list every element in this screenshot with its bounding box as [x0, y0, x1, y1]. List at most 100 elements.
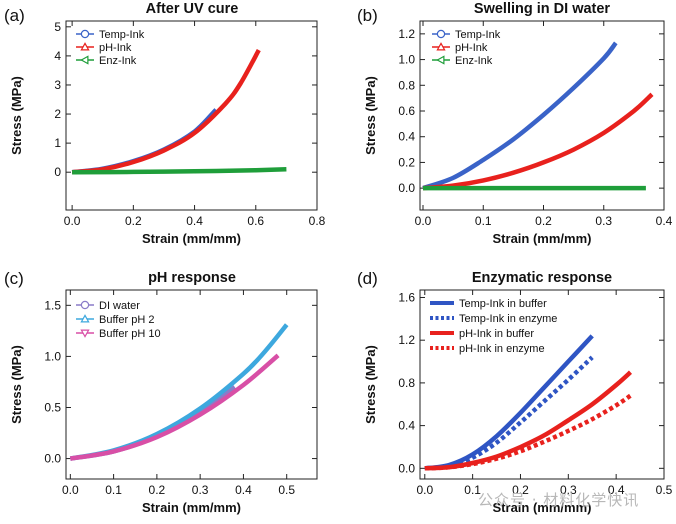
panel-label: (b): [357, 6, 378, 25]
legend: DI water Buffer pH 2 Buffer pH 10: [76, 300, 161, 340]
legend-label: Temp-Ink in buffer: [459, 298, 547, 310]
y-tick-label: 0.4: [398, 130, 415, 144]
chart-title: After UV cure: [146, 1, 239, 17]
y-tick-label: 0.6: [398, 104, 415, 118]
series-line-enz-ink: [72, 167, 287, 175]
x-tick-label: 0.5: [656, 483, 673, 497]
series-line-ph-ink-in-enzyme: [424, 393, 632, 471]
legend-label: Temp-Ink in enzyme: [459, 313, 557, 325]
series-line-buffer-ph-10: [69, 353, 280, 461]
chart-title: pH response: [148, 270, 236, 286]
panel-c: (c) pH response 0.0 0.1 0.2 0.3 0.4 0.5 0.0 0.5 1.…: [4, 269, 318, 515]
y-tick-label: 0.0: [398, 181, 415, 195]
series-line-ph-ink: [71, 49, 261, 175]
x-tick-label: 0.2: [149, 483, 166, 497]
legend-marker: [80, 314, 90, 323]
y-tick-label: 1.5: [44, 298, 61, 312]
y-tick-label: 1.2: [398, 27, 415, 41]
y-tick-label: 3: [54, 78, 61, 92]
y-tick-label: 0.0: [44, 452, 61, 466]
series-line-buffer-ph-2: [69, 323, 289, 461]
watermark-text: 公众号 · 材料化学快讯: [478, 491, 640, 509]
legend-marker: [80, 42, 90, 51]
y-axis-label: Stress (MPa): [363, 345, 378, 424]
legend-label: Buffer pH 2: [99, 314, 154, 326]
x-tick-label: 0.3: [560, 483, 577, 497]
panel-b: (b) Swelling in DI water 0.0 0.1 0.2 0.3 0.4 0.…: [357, 1, 673, 246]
x-tick-label: 0.4: [656, 214, 673, 228]
chart-title: Enzymatic response: [472, 270, 612, 286]
y-axis-label: Stress (MPa): [363, 76, 378, 155]
y-axis-label: Stress (MPa): [9, 345, 24, 424]
y-tick-label: 4: [54, 49, 61, 63]
y-tick-label: 5: [54, 20, 61, 34]
y-tick-label: 0.2: [398, 155, 415, 169]
y-tick-label: 1: [54, 136, 61, 150]
series-line-temp-ink: [422, 41, 618, 191]
x-tick-label: 0.0: [64, 214, 81, 228]
legend-label: Temp-Ink: [455, 29, 501, 41]
series-line-di-water: [69, 385, 237, 461]
x-tick-label: 0.6: [247, 214, 264, 228]
plot-area: [419, 20, 665, 211]
x-tick-label: 0.4: [186, 214, 203, 228]
legend-label: pH-Ink in buffer: [459, 328, 534, 340]
legend-marker: [80, 300, 90, 310]
legend-label: pH-Ink in enzyme: [459, 343, 545, 355]
panel-a: (a) After UV cure 0.0 0.2 0.4 0.6 0.8 0 1 2 3 4 5 Str…: [4, 1, 326, 246]
legend: Temp-Ink in buffer Temp-Ink in enzyme pH-I…: [430, 298, 557, 355]
panel-label: (c): [4, 269, 24, 288]
y-tick-label: 0.4: [398, 419, 415, 433]
legend-label: Enz-Ink: [99, 55, 137, 67]
plot-area: [65, 20, 318, 211]
legend-label: pH-Ink: [99, 42, 132, 54]
y-tick-label: 0.8: [398, 78, 415, 92]
series-line-temp-ink: [71, 108, 218, 175]
y-tick-label: 1.6: [398, 290, 415, 304]
x-axis-label: Strain (mm/mm): [493, 500, 592, 515]
legend-label: Enz-Ink: [455, 55, 493, 67]
legend-label: Temp-Ink: [99, 29, 145, 41]
x-tick-label: 0.3: [595, 214, 612, 228]
panel-d: (d) Enzymatic response 0.0 0.1 0.2 0.3 0.4 0.5 0…: [357, 269, 673, 515]
x-tick-label: 0.2: [535, 214, 552, 228]
x-tick-label: 0.2: [512, 483, 529, 497]
plot-area: [65, 289, 318, 480]
y-axis-label: Stress (MPa): [9, 76, 24, 155]
x-tick-label: 0.4: [608, 483, 625, 497]
chart-title: Swelling in DI water: [474, 1, 611, 17]
series-line-ph-ink-in-buffer: [424, 370, 633, 471]
x-tick-label: 0.1: [475, 214, 492, 228]
legend-marker: [80, 55, 89, 65]
y-tick-label: 0.5: [44, 400, 61, 414]
y-tick-label: 1.0: [398, 53, 415, 67]
x-tick-label: 0.3: [192, 483, 209, 497]
series-line-ph-ink: [422, 92, 654, 191]
x-tick-label: 0.1: [464, 483, 481, 497]
x-axis-label: Strain (mm/mm): [493, 231, 592, 246]
x-axis-label: Strain (mm/mm): [142, 231, 241, 246]
legend-marker: [80, 329, 90, 338]
legend-label: pH-Ink: [455, 42, 488, 54]
x-tick-label: 0.4: [235, 483, 252, 497]
x-tick-label: 0.5: [278, 483, 295, 497]
x-tick-label: 0.1: [105, 483, 122, 497]
y-tick-label: 0.8: [398, 376, 415, 390]
x-tick-label: 0.0: [62, 483, 79, 497]
y-tick-label: 0.0: [398, 461, 415, 475]
x-axis-label: Strain (mm/mm): [142, 500, 241, 515]
x-tick-label: 0.0: [416, 483, 433, 497]
plot-area: [419, 289, 665, 480]
legend-marker: [436, 55, 445, 65]
x-tick-label: 0.2: [125, 214, 142, 228]
y-tick-label: 1.2: [398, 333, 415, 347]
legend-marker: [80, 29, 90, 39]
legend-label: DI water: [99, 300, 140, 312]
series-line-temp-ink-in-enzyme: [424, 355, 594, 471]
y-tick-label: 0: [54, 165, 61, 179]
y-tick-label: 1.0: [44, 349, 61, 363]
panel-label: (d): [357, 269, 378, 288]
